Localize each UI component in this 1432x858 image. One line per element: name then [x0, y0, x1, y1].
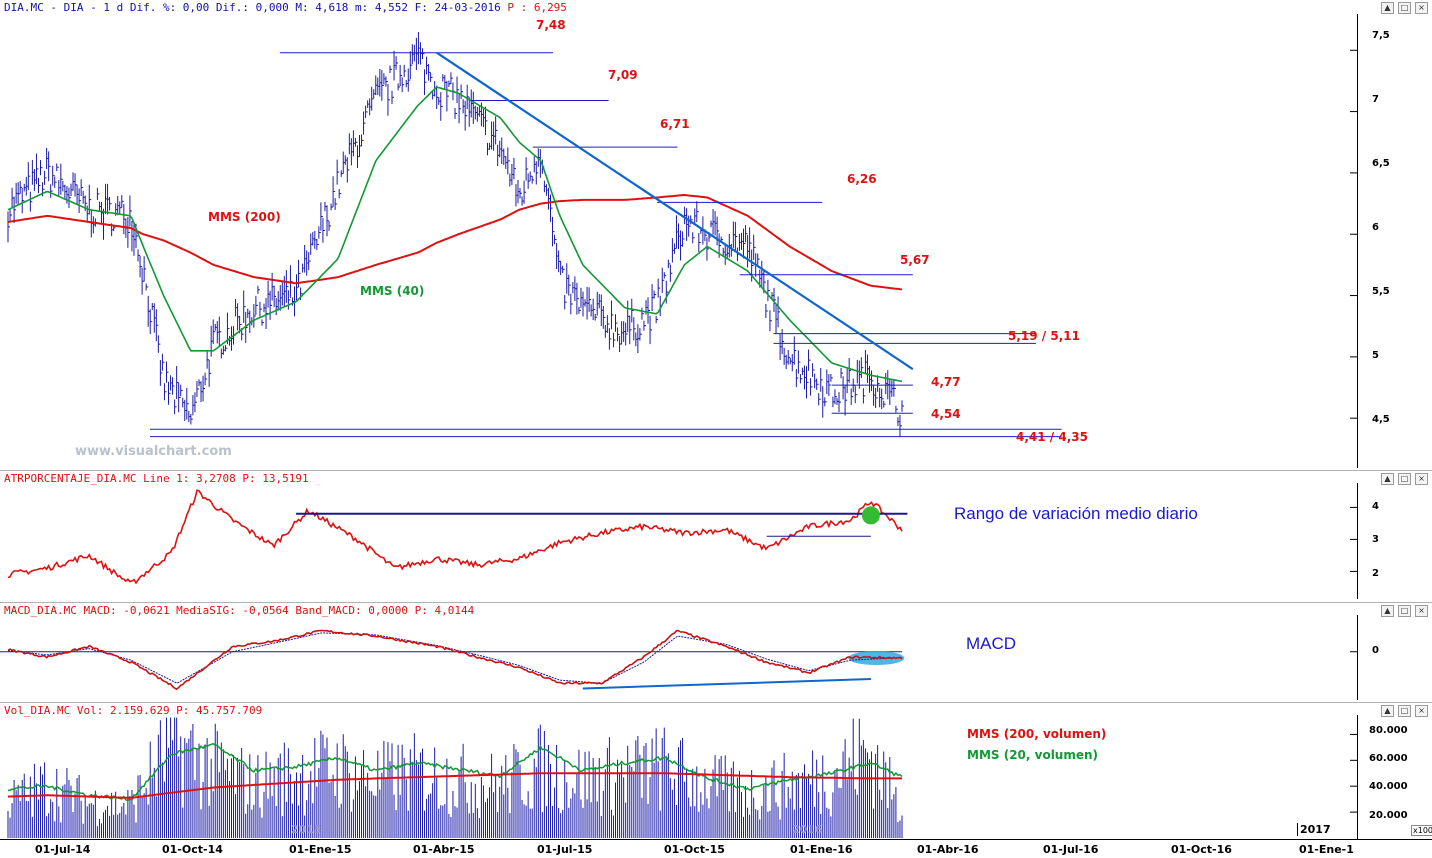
price-panel-controls: ▲ □ ×: [1381, 2, 1428, 14]
x-axis-label: 01-Jul-16: [1043, 843, 1099, 856]
macd-line: [7, 629, 903, 691]
atr-panel-title: ATRPORCENTAJE_DIA.MC Line 1: 3,2708 P: 1…: [4, 472, 309, 485]
price-panel-title: DIA.MC - DIA - 1 d Dif. %: 0,00 Dif.: 0,…: [4, 1, 567, 14]
minimize-icon[interactable]: ▲: [1381, 473, 1394, 485]
level-label: 7,48: [536, 18, 566, 32]
price-title-p: P : 6,295: [507, 1, 567, 14]
macd-ytick: 0: [1372, 645, 1379, 656]
maximize-icon[interactable]: □: [1398, 473, 1411, 485]
x-axis-label: 01-Oct-16: [1171, 843, 1232, 856]
x-axis: [0, 839, 1432, 858]
x-axis-label: 01-Abr-15: [413, 843, 475, 856]
price-ytick: 7: [1372, 94, 1379, 105]
panel-divider: [0, 702, 1432, 703]
volume-axis-line: [1357, 715, 1358, 839]
year-label: 2016: [792, 823, 823, 836]
close-icon[interactable]: ×: [1415, 2, 1428, 14]
minimize-icon[interactable]: ▲: [1381, 605, 1394, 617]
ma200-line: [7, 193, 903, 291]
atr-chart[interactable]: [0, 471, 1357, 602]
volume-panel: Vol_DIA.MC Vol: 2.159.629 P: 45.757.709 …: [0, 703, 1432, 839]
level-label: 4,77: [931, 375, 961, 389]
atr-panel: ATRPORCENTAJE_DIA.MC Line 1: 3,2708 P: 1…: [0, 471, 1432, 602]
x-axis-label: 01-Oct-14: [162, 843, 223, 856]
minimize-icon[interactable]: ▲: [1381, 705, 1394, 717]
price-ytick: 4,5: [1372, 414, 1390, 425]
macd-panel-controls: ▲ □ ×: [1381, 605, 1428, 617]
macd-trendline: [582, 678, 871, 690]
x-axis-label: 01-Abr-16: [917, 843, 979, 856]
x-axis-label: 01-Oct-15: [664, 843, 725, 856]
watermark: www.visualchart.com: [75, 444, 232, 459]
macd-panel-title: MACD_DIA.MC MACD: -0,0621 MediaSIG: -0,0…: [4, 604, 475, 617]
level-label: 6,71: [660, 117, 690, 131]
ma40-label: MMS (40): [360, 284, 425, 298]
macd-panel: MACD_DIA.MC MACD: -0,0621 MediaSIG: -0,0…: [0, 603, 1432, 702]
x-axis-label: 01-Ene-15: [289, 843, 352, 856]
x-axis-label: 01-Jul-15: [537, 843, 593, 856]
minimize-icon[interactable]: ▲: [1381, 2, 1394, 14]
level-label: 4,54: [931, 407, 961, 421]
volume-panel-controls: ▲ □ ×: [1381, 705, 1428, 717]
volume-ytick: 20.000: [1369, 810, 1408, 821]
ma200-label: MMS (200): [208, 210, 281, 224]
price-ytick: 6,5: [1372, 158, 1390, 169]
macd-signal-line: [7, 632, 903, 684]
close-icon[interactable]: ×: [1415, 605, 1428, 617]
trendline: [436, 51, 914, 371]
volume-unit: x100: [1411, 825, 1432, 836]
atr-ytick: 2: [1372, 568, 1379, 579]
atr-panel-controls: ▲ □ ×: [1381, 473, 1428, 485]
atr-annotation: Rango de variación medio diario: [954, 504, 1198, 523]
price-ytick: 5,5: [1372, 286, 1390, 297]
ma40-line: [7, 86, 903, 383]
level-label: 5,67: [900, 253, 930, 267]
volume-ma200-label: MMS (200, volumen): [967, 727, 1107, 741]
macd-annotation: MACD: [966, 634, 1017, 653]
panel-divider: [0, 602, 1432, 603]
maximize-icon[interactable]: □: [1398, 605, 1411, 617]
atr-axis-line: [1357, 483, 1358, 599]
atr-ytick: 3: [1372, 534, 1379, 545]
panel-divider: [0, 470, 1432, 471]
close-icon[interactable]: ×: [1415, 705, 1428, 717]
x-axis-label: 01-Ene-1: [1299, 843, 1354, 856]
atr-highlight: [861, 506, 880, 525]
level-label: 4,41 / 4,35: [1016, 430, 1088, 444]
price-ytick: 6: [1372, 222, 1379, 233]
volume-ma20-line: [8, 742, 903, 802]
close-icon[interactable]: ×: [1415, 473, 1428, 485]
price-axis-line: [1357, 14, 1358, 468]
volume-ytick: 40.000: [1369, 781, 1408, 792]
price-title-text: DIA.MC - DIA - 1 d Dif. %: 0,00 Dif.: 0,…: [4, 1, 508, 14]
volume-ytick: 60.000: [1369, 753, 1408, 764]
level-label: 6,26: [847, 172, 877, 186]
macd-chart[interactable]: [0, 603, 1357, 702]
x-axis-label: 01-Ene-16: [790, 843, 853, 856]
volume-ma200-line: [7, 772, 902, 799]
year-label: 2017: [1297, 823, 1333, 836]
price-chart[interactable]: [0, 0, 1357, 470]
level-label: 7,09: [608, 68, 638, 82]
x-axis-label: 01-Jul-14: [35, 843, 91, 856]
maximize-icon[interactable]: □: [1398, 2, 1411, 14]
volume-ma20-label: MMS (20, volumen): [967, 748, 1099, 762]
volume-panel-title: Vol_DIA.MC Vol: 2.159.629 P: 45.757.709: [4, 704, 263, 717]
price-ytick: 7,5: [1372, 30, 1390, 41]
atr-ytick: 4: [1372, 501, 1379, 512]
maximize-icon[interactable]: □: [1398, 705, 1411, 717]
macd-axis-line: [1357, 615, 1358, 700]
level-label: 5,19 / 5,11: [1008, 329, 1080, 343]
year-label: 2015: [291, 823, 322, 836]
atr-line: [7, 489, 903, 585]
price-panel: DIA.MC - DIA - 1 d Dif. %: 0,00 Dif.: 0,…: [0, 0, 1428, 470]
price-ytick: 5: [1372, 350, 1379, 361]
volume-chart[interactable]: [0, 703, 1357, 839]
volume-ytick: 80.000: [1369, 725, 1408, 736]
